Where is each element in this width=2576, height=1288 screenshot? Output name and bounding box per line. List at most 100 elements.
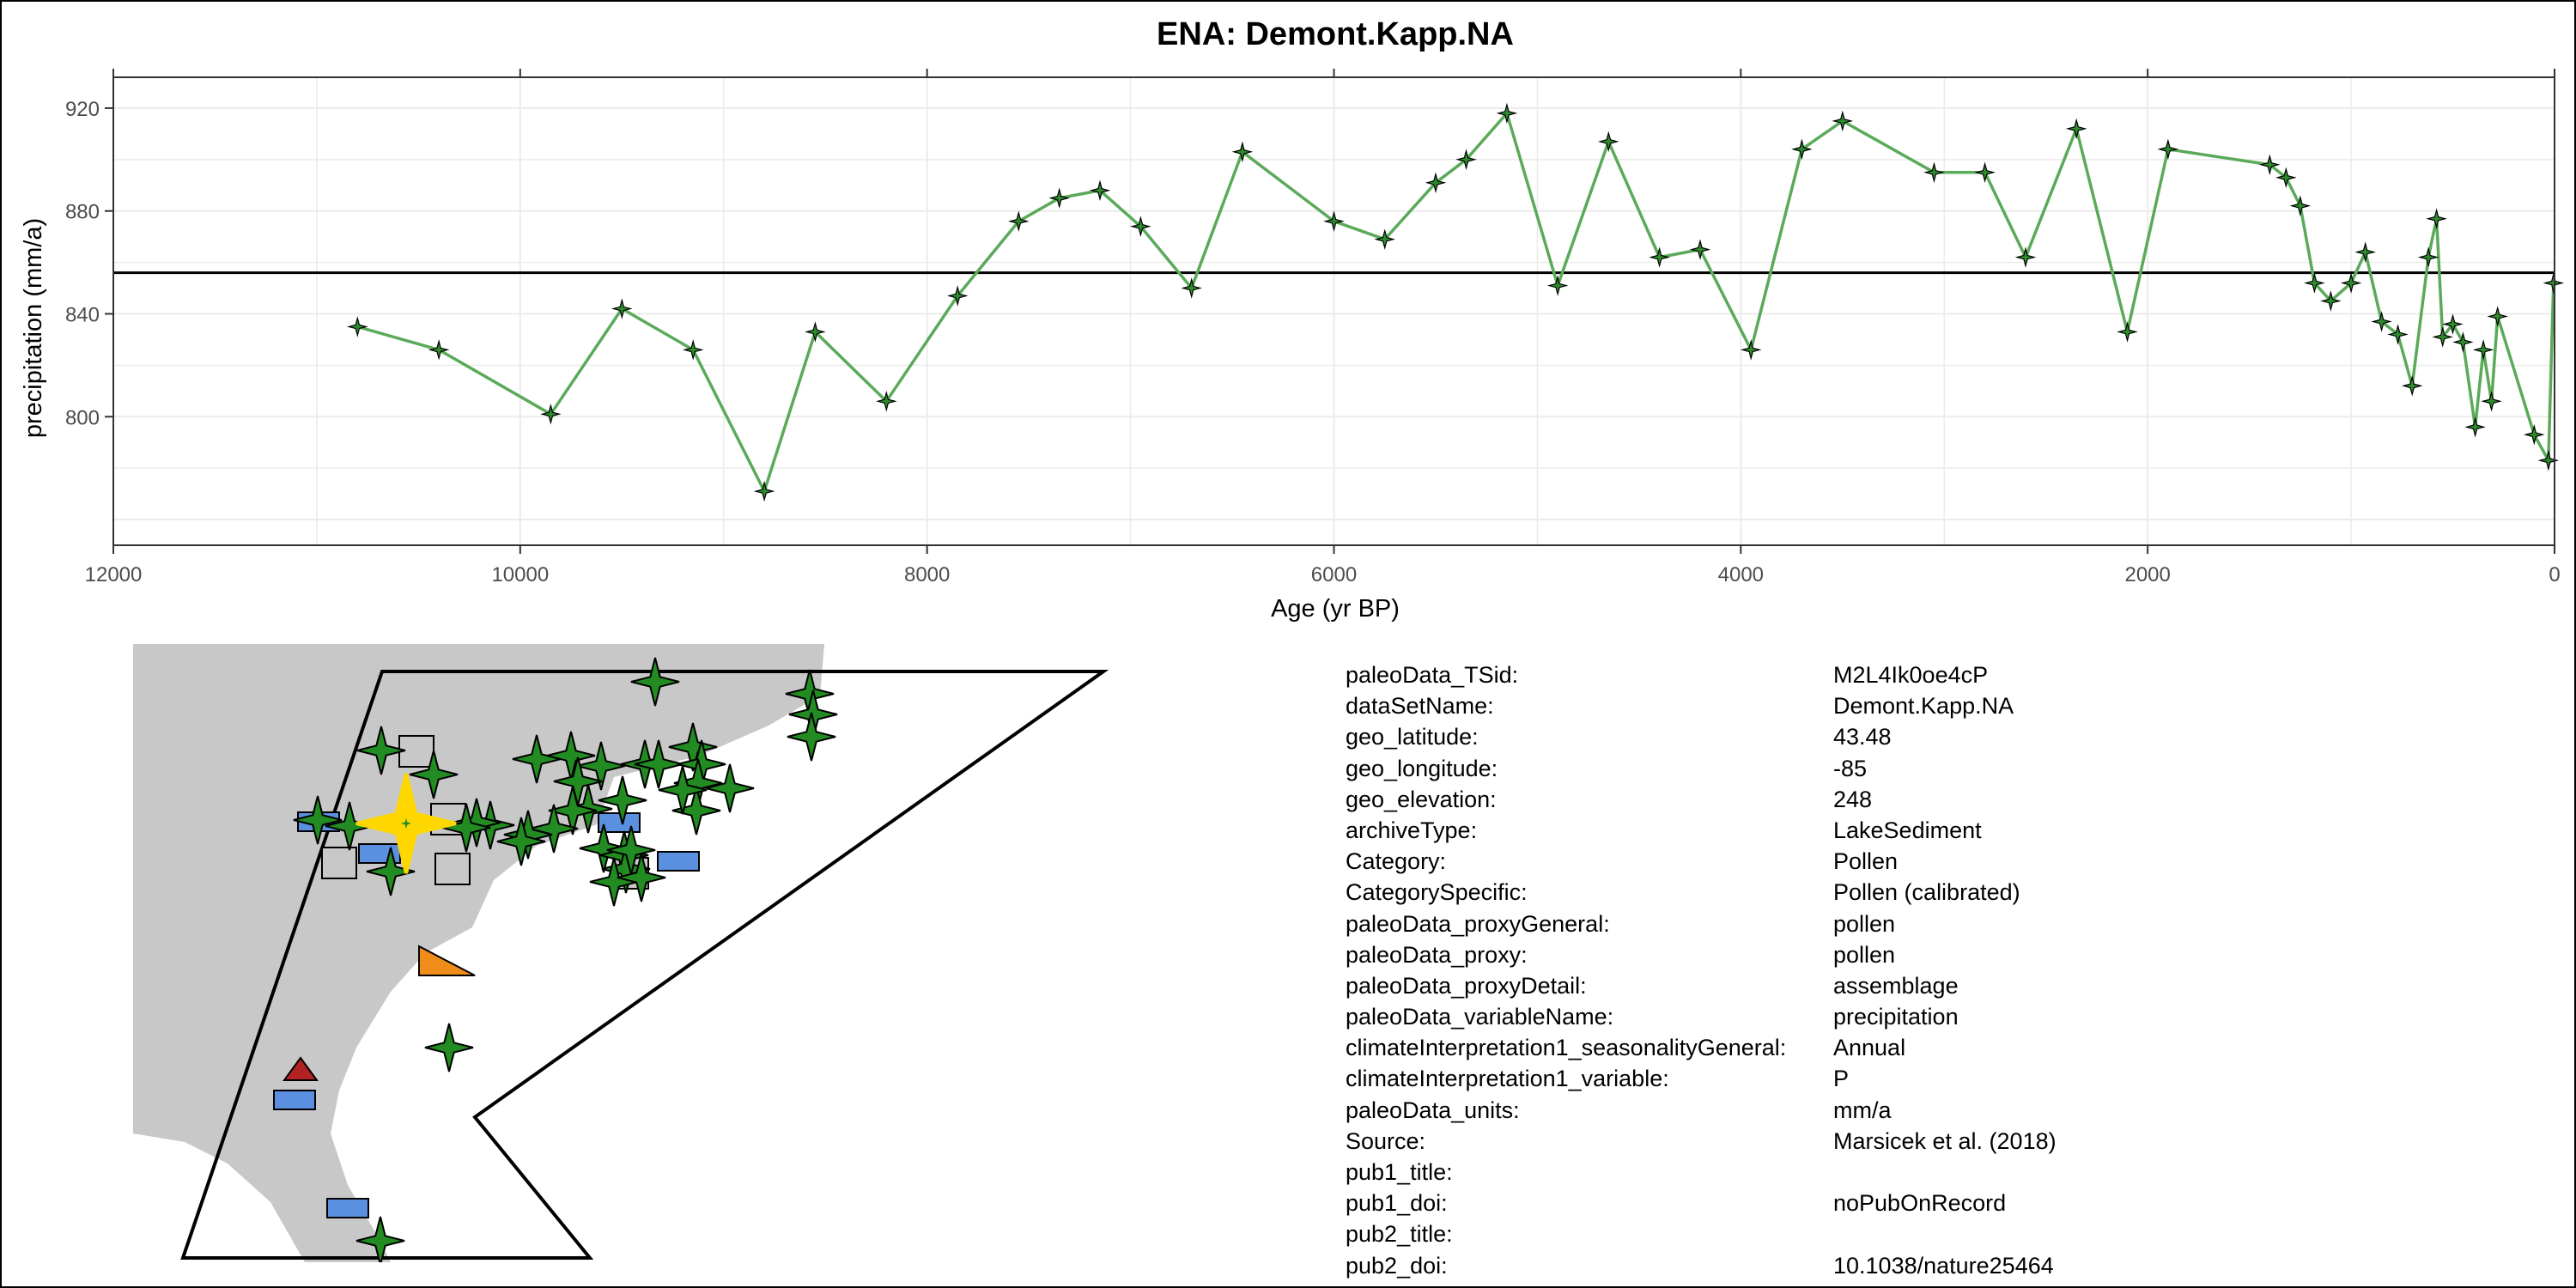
metadata-key: CategorySpecific: xyxy=(1346,879,1528,906)
data-point xyxy=(2487,306,2509,327)
data-point xyxy=(1455,149,1477,171)
metadata-key: Category: xyxy=(1346,848,1447,875)
metadata-value: 248 xyxy=(1833,786,1873,812)
data-point xyxy=(2275,167,2297,189)
data-point xyxy=(753,480,775,502)
data-point xyxy=(1546,275,1569,296)
metadata-value: 10.1038/nature25464 xyxy=(1833,1252,2054,1279)
metadata-row: paleoData_variableName: precipitation xyxy=(1346,1001,2565,1032)
site-marker-star xyxy=(529,804,579,854)
metadata-key: pub1_title: xyxy=(1346,1159,1453,1185)
data-point xyxy=(1425,172,1447,194)
site-marker-star xyxy=(366,847,416,896)
site-marker-square xyxy=(434,853,471,885)
data-point xyxy=(2442,313,2464,335)
metadata-key: pub2_title: xyxy=(1346,1221,1453,1248)
data-point xyxy=(2354,241,2377,263)
data-point xyxy=(2401,375,2423,397)
y-axis-label: precipitation (mm/a) xyxy=(20,218,47,438)
x-axis-label: Age (yr BP) xyxy=(1271,595,1400,623)
metadata-key: dataSetName: xyxy=(1346,693,1494,720)
metadata-row: climateInterpretation1_variable: P xyxy=(1346,1063,2565,1094)
metadata-row: CategorySpecific: Pollen (calibrated) xyxy=(1346,877,2565,908)
metadata-row: paleoData_proxyGeneral: pollen xyxy=(1346,908,2565,939)
data-point xyxy=(1791,138,1813,161)
x-tick-label: 0 xyxy=(2549,563,2560,586)
metadata-value: -85 xyxy=(1833,755,1868,781)
data-point xyxy=(682,339,704,361)
site-marker-triangle-orange xyxy=(418,945,476,976)
data-point xyxy=(1496,102,1518,125)
metadata-key: geo_latitude: xyxy=(1346,724,1479,750)
metadata-row: pub2_doi: 10.1038/nature25464 xyxy=(1346,1250,2565,1281)
data-point xyxy=(2065,118,2087,140)
metadata-value: Demont.Kapp.NA xyxy=(1833,693,2014,720)
site-marker-star xyxy=(787,712,836,762)
metadata-row: Category: Pollen xyxy=(1346,846,2565,877)
metadata-key: paleoData_TSid: xyxy=(1346,662,1519,688)
data-point xyxy=(1007,210,1030,233)
metadata-row: pub2_title: xyxy=(1346,1218,2565,1249)
series-precipitation xyxy=(347,102,2565,502)
data-point xyxy=(2371,311,2392,332)
data-point xyxy=(2452,331,2474,353)
data-point xyxy=(1923,161,1945,184)
site-marker-star xyxy=(355,1216,405,1262)
data-point xyxy=(2340,272,2362,294)
data-point xyxy=(540,404,562,425)
metadata-row: paleoData_proxyDetail: assemblage xyxy=(1346,970,2565,1001)
data-point xyxy=(1323,210,1345,233)
site-marker-star xyxy=(598,775,647,825)
site-marker-rectangle xyxy=(326,1198,369,1218)
site-marker-star xyxy=(293,795,343,845)
x-tick-label: 8000 xyxy=(904,563,950,586)
site-marker-star xyxy=(630,657,680,707)
metadata-key: paleoData_proxyGeneral: xyxy=(1346,910,1610,937)
site-marker-triangle-red xyxy=(283,1056,319,1081)
site-marker-star xyxy=(356,726,406,775)
site-marker-star xyxy=(668,722,718,772)
metadata-value: Pollen (calibrated) xyxy=(1833,879,2020,906)
data-point xyxy=(875,390,897,412)
chart-title: ENA: Demont.Kapp.NA xyxy=(1157,16,1514,52)
land-mass xyxy=(133,644,824,1262)
metadata-value: pollen xyxy=(1833,910,1896,937)
metadata-row: archiveType: LakeSediment xyxy=(1346,815,2565,846)
data-point xyxy=(1689,239,1711,260)
data-point xyxy=(1598,131,1619,153)
metadata-value: 43.48 xyxy=(1833,724,1892,750)
metadata-row: geo_longitude: -85 xyxy=(1346,753,2565,784)
x-tick-label: 6000 xyxy=(1311,563,1357,586)
metadata-value: precipitation xyxy=(1833,1004,1959,1030)
metadata-row: geo_elevation: 248 xyxy=(1346,784,2565,815)
data-point xyxy=(2524,423,2545,446)
site-marker-star xyxy=(576,741,626,791)
metadata-key: geo_elevation: xyxy=(1346,786,1497,812)
metadata-key: climateInterpretation1_seasonalityGenera… xyxy=(1346,1035,1787,1061)
metadata-row: dataSetName: Demont.Kapp.NA xyxy=(1346,690,2565,721)
data-point xyxy=(2464,416,2486,438)
metadata-value: Annual xyxy=(1833,1035,1906,1061)
metadata-value: noPubOnRecord xyxy=(1833,1190,2007,1217)
data-point xyxy=(2258,154,2281,176)
data-point xyxy=(1048,187,1070,209)
site-marker-star xyxy=(658,765,708,815)
data-point xyxy=(2117,321,2138,343)
site-marker-square xyxy=(321,847,357,879)
plot-panel-border xyxy=(112,76,2555,546)
data-point xyxy=(1832,110,1854,132)
site-marker-star xyxy=(617,853,666,902)
site-marker-star xyxy=(409,750,459,799)
data-point xyxy=(2289,195,2312,216)
y-tick-label: 880 xyxy=(65,201,100,224)
metadata-key: paleoData_proxyDetail: xyxy=(1346,972,1587,999)
metadata-value xyxy=(1833,1218,2565,1249)
data-point xyxy=(1130,216,1151,237)
site-marker-star xyxy=(634,739,683,789)
y-tick-label: 920 xyxy=(65,98,100,121)
metadata-key: Source: xyxy=(1346,1127,1426,1154)
metadata-key: paleoData_proxy: xyxy=(1346,941,1528,968)
metadata-value: assemblage xyxy=(1833,972,1959,999)
x-tick-label: 12000 xyxy=(85,563,143,586)
